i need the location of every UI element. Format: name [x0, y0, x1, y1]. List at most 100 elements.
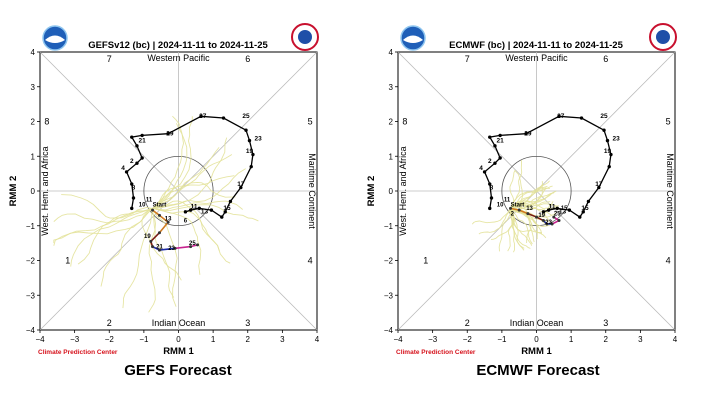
forecast-date-label: 11 — [146, 197, 153, 203]
observed-point — [183, 210, 188, 214]
phase-number-label: 1 — [423, 256, 428, 266]
observed-point — [244, 128, 248, 132]
forecast-point — [509, 206, 513, 210]
observed-point — [488, 182, 492, 186]
observed-date-label: 21 — [139, 137, 147, 144]
forecast-track-segment — [150, 232, 161, 242]
forecast-point — [157, 213, 161, 217]
forecast-point — [557, 219, 561, 223]
y-tick-label: −2 — [384, 257, 394, 266]
ensemble-member-track — [53, 207, 153, 224]
y-tick-label: 2 — [31, 118, 36, 127]
observed-date-label: 2 — [130, 158, 134, 165]
x-axis-label: RMM 1 — [521, 346, 552, 357]
observed-track — [125, 115, 254, 219]
ensemble-member-track — [122, 208, 153, 309]
forecast-date-label: 19 — [144, 234, 151, 240]
observed-point — [135, 144, 139, 148]
phase-number-label: 5 — [666, 117, 671, 127]
observed-point — [524, 131, 528, 136]
chart-title: ECMWF (bc) | 2024-11-11 to 2024-11-25 — [449, 40, 623, 51]
phase-number-label: 5 — [308, 117, 313, 127]
forecast-date-label: 25 — [189, 241, 196, 247]
ensemble-member-track — [152, 168, 246, 209]
ensemble-member-track — [510, 184, 543, 209]
observed-date-label: 17 — [237, 181, 245, 188]
ensemble-member-track — [152, 200, 243, 211]
observed-date-label: 15 — [223, 205, 231, 212]
observed-point — [239, 185, 243, 190]
x-tick-label: −3 — [428, 335, 438, 344]
ensemble-member-track — [61, 194, 153, 219]
cpc-credit-text: Climate Prediction Center — [38, 349, 118, 356]
ensemble-member-track — [510, 191, 555, 209]
phase-number-label: 1 — [65, 256, 70, 266]
forecast-date-label: 23 — [545, 220, 552, 226]
x-axis-label: RMM 1 — [163, 346, 194, 357]
observed-date-label: 29 — [524, 130, 532, 137]
forecast-track-segment — [174, 245, 191, 250]
ensemble-member-track — [148, 208, 156, 313]
observed-point — [130, 206, 134, 211]
ensemble-member-track — [152, 207, 231, 264]
observed-point — [602, 128, 606, 132]
forecast-point — [545, 222, 549, 226]
forecast-track-segment — [158, 221, 169, 234]
forecast-date-label: 6 — [184, 218, 188, 224]
noaa-logo-gull-icon — [403, 35, 423, 43]
observed-point — [488, 206, 492, 211]
x-tick-label: −2 — [463, 335, 473, 344]
region-label-right: Maritime Continent — [665, 153, 675, 229]
observed-date-label: 17 — [595, 181, 603, 188]
ensemble-member-track — [152, 208, 175, 298]
observed-point — [579, 116, 584, 120]
y-tick-label: 1 — [389, 152, 394, 161]
observed-point — [578, 215, 582, 219]
forecast-point — [157, 231, 161, 235]
ensemble-member-track — [152, 154, 233, 209]
observed-point — [130, 182, 134, 186]
forecast-date-label: 23 — [168, 246, 175, 252]
region-label-bottom: Indian Ocean — [152, 318, 206, 328]
forecast-point — [173, 246, 177, 250]
ensemble-member-track — [53, 207, 153, 246]
ensemble-member-track — [152, 204, 259, 222]
forecast-point — [157, 248, 161, 252]
y-tick-label: 2 — [389, 118, 394, 127]
forecast-date-label: 2 — [511, 211, 515, 217]
observed-point — [251, 152, 255, 157]
x-tick-label: −4 — [35, 335, 45, 344]
forecast-date-label: 10 — [139, 203, 146, 209]
forecast-date-label: 25 — [554, 211, 561, 217]
observed-point — [607, 164, 611, 169]
region-label-right: Maritime Continent — [307, 153, 317, 229]
observed-point — [541, 210, 546, 214]
ensemble-member-track — [478, 208, 511, 235]
observed-date-label: 23 — [613, 136, 621, 143]
ensemble-member-track — [471, 208, 511, 225]
forecast-date-label: Start — [153, 203, 167, 209]
phase-number-label: 2 — [107, 318, 112, 328]
ensemble-member-track — [510, 160, 523, 209]
nws-logo-center-icon — [656, 30, 670, 44]
observed-point — [597, 185, 601, 190]
ensemble-member-track — [510, 207, 551, 227]
observed-point — [209, 208, 214, 212]
observed-point — [130, 135, 134, 139]
observed-point — [188, 208, 193, 212]
ensemble-member-track — [509, 169, 516, 209]
observed-point — [555, 206, 559, 211]
x-tick-label: 1 — [569, 335, 574, 344]
nws-logo-center-icon — [298, 30, 312, 44]
y-tick-label: −3 — [384, 291, 394, 300]
observed-date-label: 19 — [246, 148, 254, 155]
forecast-date-label: 11 — [504, 197, 511, 203]
phase-number-label: 4 — [308, 256, 313, 266]
observed-date-label: 27 — [557, 113, 565, 120]
observed-point — [557, 114, 561, 118]
observed-point — [166, 131, 170, 136]
observed-date-label: 11 — [549, 203, 556, 210]
phase-number-label: 7 — [107, 54, 112, 64]
y-tick-label: 1 — [31, 152, 36, 161]
observed-date-label: 29 — [166, 130, 174, 137]
